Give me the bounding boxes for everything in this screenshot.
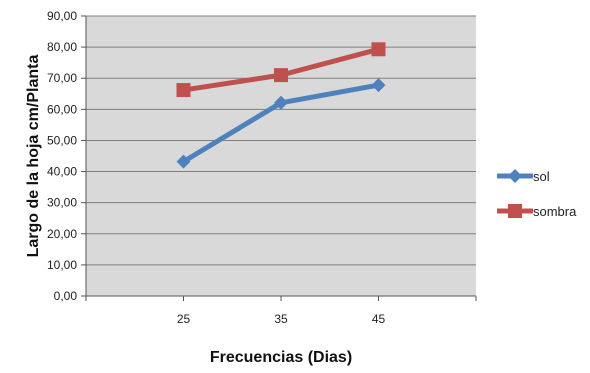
y-tick-label: 0,00: [54, 289, 78, 303]
x-tick-label: 35: [274, 312, 288, 326]
legend-item-sombra: sombra: [497, 204, 577, 219]
data-point-sombra: [371, 42, 386, 57]
x-tick-label: 25: [177, 312, 191, 326]
legend-marker: [508, 169, 522, 183]
data-point-sol: [371, 78, 386, 93]
y-tick-label: 60,00: [47, 102, 77, 116]
series-lines: [176, 42, 386, 169]
legend: sol sombra: [497, 169, 577, 219]
y-tick-label: 90,00: [47, 9, 77, 23]
x-tick-label: 45: [372, 312, 386, 326]
data-point-sol: [274, 95, 288, 110]
y-tick-label: 70,00: [47, 71, 77, 85]
data-point-sombra: [176, 83, 191, 98]
y-tick-label: 10,00: [47, 258, 77, 272]
data-point-sombra: [274, 68, 288, 83]
axes: [81, 15, 477, 301]
data-point-sol: [176, 154, 191, 169]
legend-marker: [508, 204, 522, 218]
series-sombra: [176, 42, 386, 98]
y-tick-label: 20,00: [47, 227, 77, 241]
legend-label: sol: [533, 169, 550, 184]
y-tick-label: 50,00: [47, 133, 77, 147]
y-tick-label: 30,00: [47, 196, 77, 210]
x-axis-title: Frecuencias (Dias): [210, 349, 352, 366]
y-axis-title: Largo de la hoja cm/Planta: [25, 55, 42, 258]
y-tick-labels: 0,00 10,00 20,00 30,00 40,00 50,00 60,00 70,00 8…: [47, 9, 77, 303]
legend-item-sol: sol: [497, 169, 550, 184]
legend-label: sombra: [533, 204, 577, 219]
x-tick-labels: 25 35 45: [177, 312, 386, 326]
series-sol: [176, 78, 386, 169]
y-tick-label: 40,00: [47, 165, 77, 179]
plot-area: [86, 16, 476, 296]
y-tick-label: 80,00: [47, 40, 77, 54]
